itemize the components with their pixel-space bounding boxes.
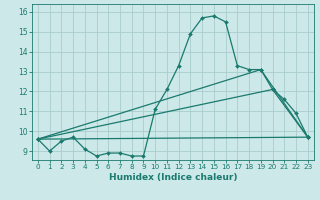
X-axis label: Humidex (Indice chaleur): Humidex (Indice chaleur) (108, 173, 237, 182)
